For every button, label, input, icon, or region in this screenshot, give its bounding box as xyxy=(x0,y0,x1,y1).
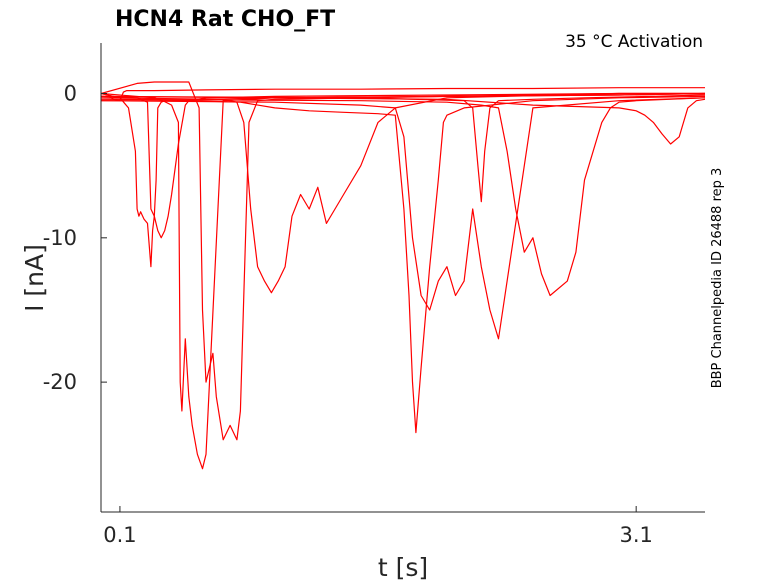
series-line-10 xyxy=(101,94,705,203)
y-tick-label: -20 xyxy=(43,370,77,394)
series-line-6 xyxy=(101,92,705,294)
series-line-4 xyxy=(101,92,705,470)
x-ticks: 0.1 3.1 xyxy=(103,506,653,547)
x-tick-label: 3.1 xyxy=(619,523,652,547)
series-line-1 xyxy=(101,87,705,102)
x-axis-label: t [s] xyxy=(378,553,428,582)
series-line-3 xyxy=(101,92,705,239)
y-tick-label: 0 xyxy=(64,82,77,106)
chart-annotation: 35 °C Activation xyxy=(565,32,703,52)
series-line-11 xyxy=(101,95,705,145)
y-tick-label: -10 xyxy=(43,226,77,250)
chart-title: HCN4 Rat CHO_FT xyxy=(115,7,335,32)
series-layer xyxy=(101,81,705,470)
series-line-7 xyxy=(101,95,705,434)
y-axis-label: I [nA] xyxy=(20,244,49,312)
side-label: BBP Channelpedia ID 26488 rep 3 xyxy=(710,168,725,389)
series-line-8 xyxy=(101,97,705,340)
series-line-2 xyxy=(101,92,705,268)
x-tick-label: 0.1 xyxy=(103,523,136,547)
y-ticks: 0 -10 -20 xyxy=(43,82,107,394)
series-line-5 xyxy=(101,81,705,441)
